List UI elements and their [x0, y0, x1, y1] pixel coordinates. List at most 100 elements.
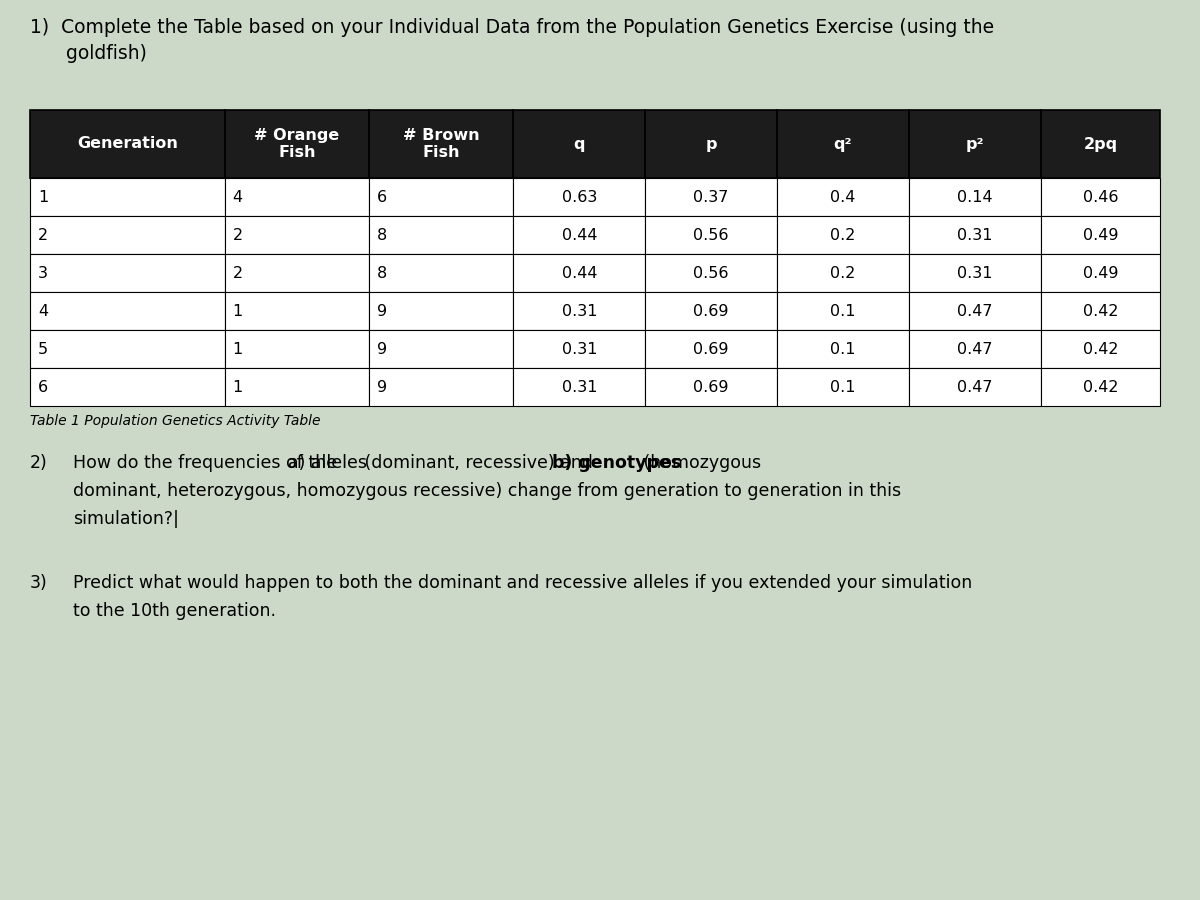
Text: 0.42: 0.42: [1082, 341, 1118, 356]
Text: 0.69: 0.69: [694, 303, 728, 319]
Text: 0.47: 0.47: [958, 341, 992, 356]
Text: # Brown
Fish: # Brown Fish: [403, 128, 480, 160]
Text: 0.2: 0.2: [830, 266, 856, 281]
Bar: [514, 330, 646, 368]
Text: 0.46: 0.46: [1082, 190, 1118, 204]
Text: 0.37: 0.37: [694, 190, 728, 204]
Bar: [1040, 292, 1160, 330]
Bar: [370, 292, 514, 330]
Text: 0.49: 0.49: [1082, 266, 1118, 281]
Bar: [646, 216, 778, 254]
Text: 0.2: 0.2: [830, 228, 856, 242]
Text: 0.56: 0.56: [694, 266, 728, 281]
Bar: [778, 110, 908, 178]
Bar: [778, 368, 908, 406]
Text: 9: 9: [377, 341, 388, 356]
Text: 5: 5: [38, 341, 48, 356]
Bar: [1040, 178, 1160, 216]
Text: 0.42: 0.42: [1082, 303, 1118, 319]
Bar: [1040, 330, 1160, 368]
Text: 0.1: 0.1: [830, 341, 856, 356]
Text: simulation?|: simulation?|: [73, 510, 179, 528]
Bar: [646, 254, 778, 292]
Text: 2: 2: [38, 228, 48, 242]
Text: 0.69: 0.69: [694, 380, 728, 394]
Text: 3): 3): [30, 574, 48, 592]
Text: 2pq: 2pq: [1084, 137, 1117, 151]
Text: q: q: [574, 137, 586, 151]
Bar: [778, 178, 908, 216]
Bar: [30, 254, 224, 292]
Bar: [908, 254, 1040, 292]
Text: 0.63: 0.63: [562, 190, 596, 204]
Text: 0.47: 0.47: [958, 380, 992, 394]
Bar: [370, 368, 514, 406]
Text: 0.4: 0.4: [830, 190, 856, 204]
Bar: [778, 330, 908, 368]
Bar: [370, 216, 514, 254]
Text: 0.31: 0.31: [958, 228, 992, 242]
Text: dominant, heterozygous, homozygous recessive) change from generation to generati: dominant, heterozygous, homozygous reces…: [73, 482, 901, 500]
Bar: [514, 254, 646, 292]
Text: 2: 2: [233, 266, 242, 281]
Text: (dominant, recessive) and: (dominant, recessive) and: [359, 454, 599, 472]
Bar: [224, 216, 370, 254]
Text: 8: 8: [377, 228, 388, 242]
Bar: [370, 110, 514, 178]
Text: Generation: Generation: [77, 137, 178, 151]
Bar: [224, 254, 370, 292]
Text: 6: 6: [38, 380, 48, 394]
Text: 4: 4: [38, 303, 48, 319]
Text: q²: q²: [834, 137, 852, 151]
Text: 0.1: 0.1: [830, 380, 856, 394]
Bar: [224, 292, 370, 330]
Text: 1: 1: [233, 303, 242, 319]
Text: to the 10th generation.: to the 10th generation.: [73, 602, 276, 620]
Bar: [908, 292, 1040, 330]
Bar: [646, 110, 778, 178]
Text: 0.47: 0.47: [958, 303, 992, 319]
Bar: [778, 216, 908, 254]
Text: 9: 9: [377, 303, 388, 319]
Text: 2: 2: [233, 228, 242, 242]
Text: 1: 1: [233, 341, 242, 356]
Text: 0.31: 0.31: [562, 341, 598, 356]
Text: 1: 1: [38, 190, 48, 204]
Bar: [30, 110, 224, 178]
Text: 0.44: 0.44: [562, 266, 598, 281]
Bar: [514, 368, 646, 406]
Bar: [908, 216, 1040, 254]
Bar: [646, 330, 778, 368]
Text: 0.14: 0.14: [956, 190, 992, 204]
Text: 1)  Complete the Table based on your Individual Data from the Population Genetic: 1) Complete the Table based on your Indi…: [30, 18, 994, 37]
Text: Predict what would happen to both the dominant and recessive alleles if you exte: Predict what would happen to both the do…: [73, 574, 972, 592]
Text: 0.31: 0.31: [562, 380, 598, 394]
Bar: [1040, 368, 1160, 406]
Bar: [370, 330, 514, 368]
Bar: [30, 330, 224, 368]
Bar: [908, 330, 1040, 368]
Text: 3: 3: [38, 266, 48, 281]
Bar: [30, 178, 224, 216]
Text: goldfish): goldfish): [30, 44, 146, 63]
Bar: [646, 178, 778, 216]
Bar: [646, 292, 778, 330]
Text: 0.42: 0.42: [1082, 380, 1118, 394]
Bar: [370, 178, 514, 216]
Text: 0.44: 0.44: [562, 228, 598, 242]
Text: 9: 9: [377, 380, 388, 394]
Text: Table 1 Population Genetics Activity Table: Table 1 Population Genetics Activity Tab…: [30, 414, 320, 428]
Bar: [224, 368, 370, 406]
Bar: [908, 368, 1040, 406]
Text: 8: 8: [377, 266, 388, 281]
Bar: [778, 254, 908, 292]
Text: b) genotypes: b) genotypes: [552, 454, 682, 472]
Text: 6: 6: [377, 190, 388, 204]
Text: 4: 4: [233, 190, 242, 204]
Text: 2): 2): [30, 454, 48, 472]
Text: 0.69: 0.69: [694, 341, 728, 356]
Text: p²: p²: [966, 137, 984, 151]
Bar: [514, 178, 646, 216]
Text: 0.31: 0.31: [562, 303, 598, 319]
Text: 1: 1: [233, 380, 242, 394]
